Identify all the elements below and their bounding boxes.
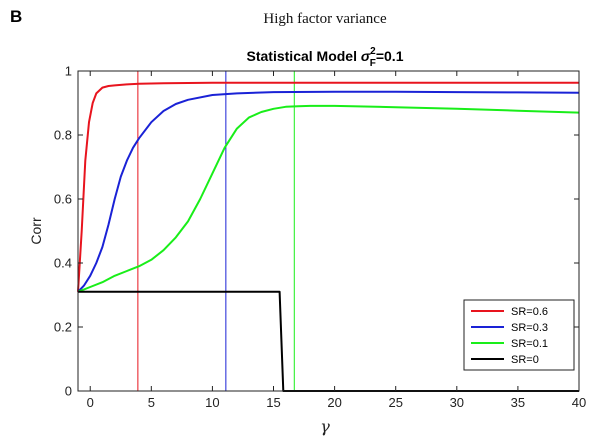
panel-letter: B <box>10 7 22 26</box>
legend-label-3: SR=0 <box>511 354 539 366</box>
legend-label-1: SR=0.3 <box>511 322 548 334</box>
x-tick-label-1: 5 <box>148 395 155 410</box>
y-tick-label-3: 0.6 <box>54 192 72 207</box>
y-axis-label: Corr <box>28 217 44 245</box>
chart-title-symbol: σ <box>361 48 371 64</box>
x-tick-label-3: 15 <box>266 395 280 410</box>
chart-title: Statistical Model σ2 F=0.1 <box>247 46 404 69</box>
series-line-2 <box>77 104 580 293</box>
x-tick-label-5: 25 <box>388 395 402 410</box>
x-tick-label-0: 0 <box>87 395 94 410</box>
series-line-0 <box>77 81 579 292</box>
x-tick-label-4: 20 <box>327 395 341 410</box>
y-tick-label-2: 0.4 <box>54 256 72 271</box>
chart-title-sup: 2 <box>370 46 376 57</box>
chart-title-prefix: Statistical Model <box>247 48 361 64</box>
y-tick-label-0: 0 <box>65 384 72 399</box>
chart-title-suffix: =0.1 <box>376 48 404 64</box>
axes: 0 5 10 15 20 25 30 35 40 0 0.2 0.4 0.6 0.8 1 <box>54 64 586 411</box>
figure-supertitle: High factor variance <box>263 11 387 27</box>
x-tick-label-7: 35 <box>511 395 525 410</box>
series-line-1 <box>77 90 580 293</box>
legend-label-0: SR=0.6 <box>511 306 548 318</box>
y-tick-label-4: 0.8 <box>54 128 72 143</box>
y-tick-label-1: 0.2 <box>54 320 72 335</box>
y-tick-label-5: 1 <box>65 64 72 79</box>
x-tick-label-6: 30 <box>450 395 464 410</box>
legend: SR=0.6 SR=0.3 SR=0.1 SR=0 <box>463 299 575 371</box>
x-tick-label-2: 10 <box>205 395 219 410</box>
axes-box <box>77 70 580 392</box>
legend-label-2: SR=0.1 <box>511 338 548 350</box>
x-axis-label: γ <box>320 417 330 436</box>
chart-title-sub: F <box>370 58 376 69</box>
x-tick-label-8: 40 <box>572 395 586 410</box>
